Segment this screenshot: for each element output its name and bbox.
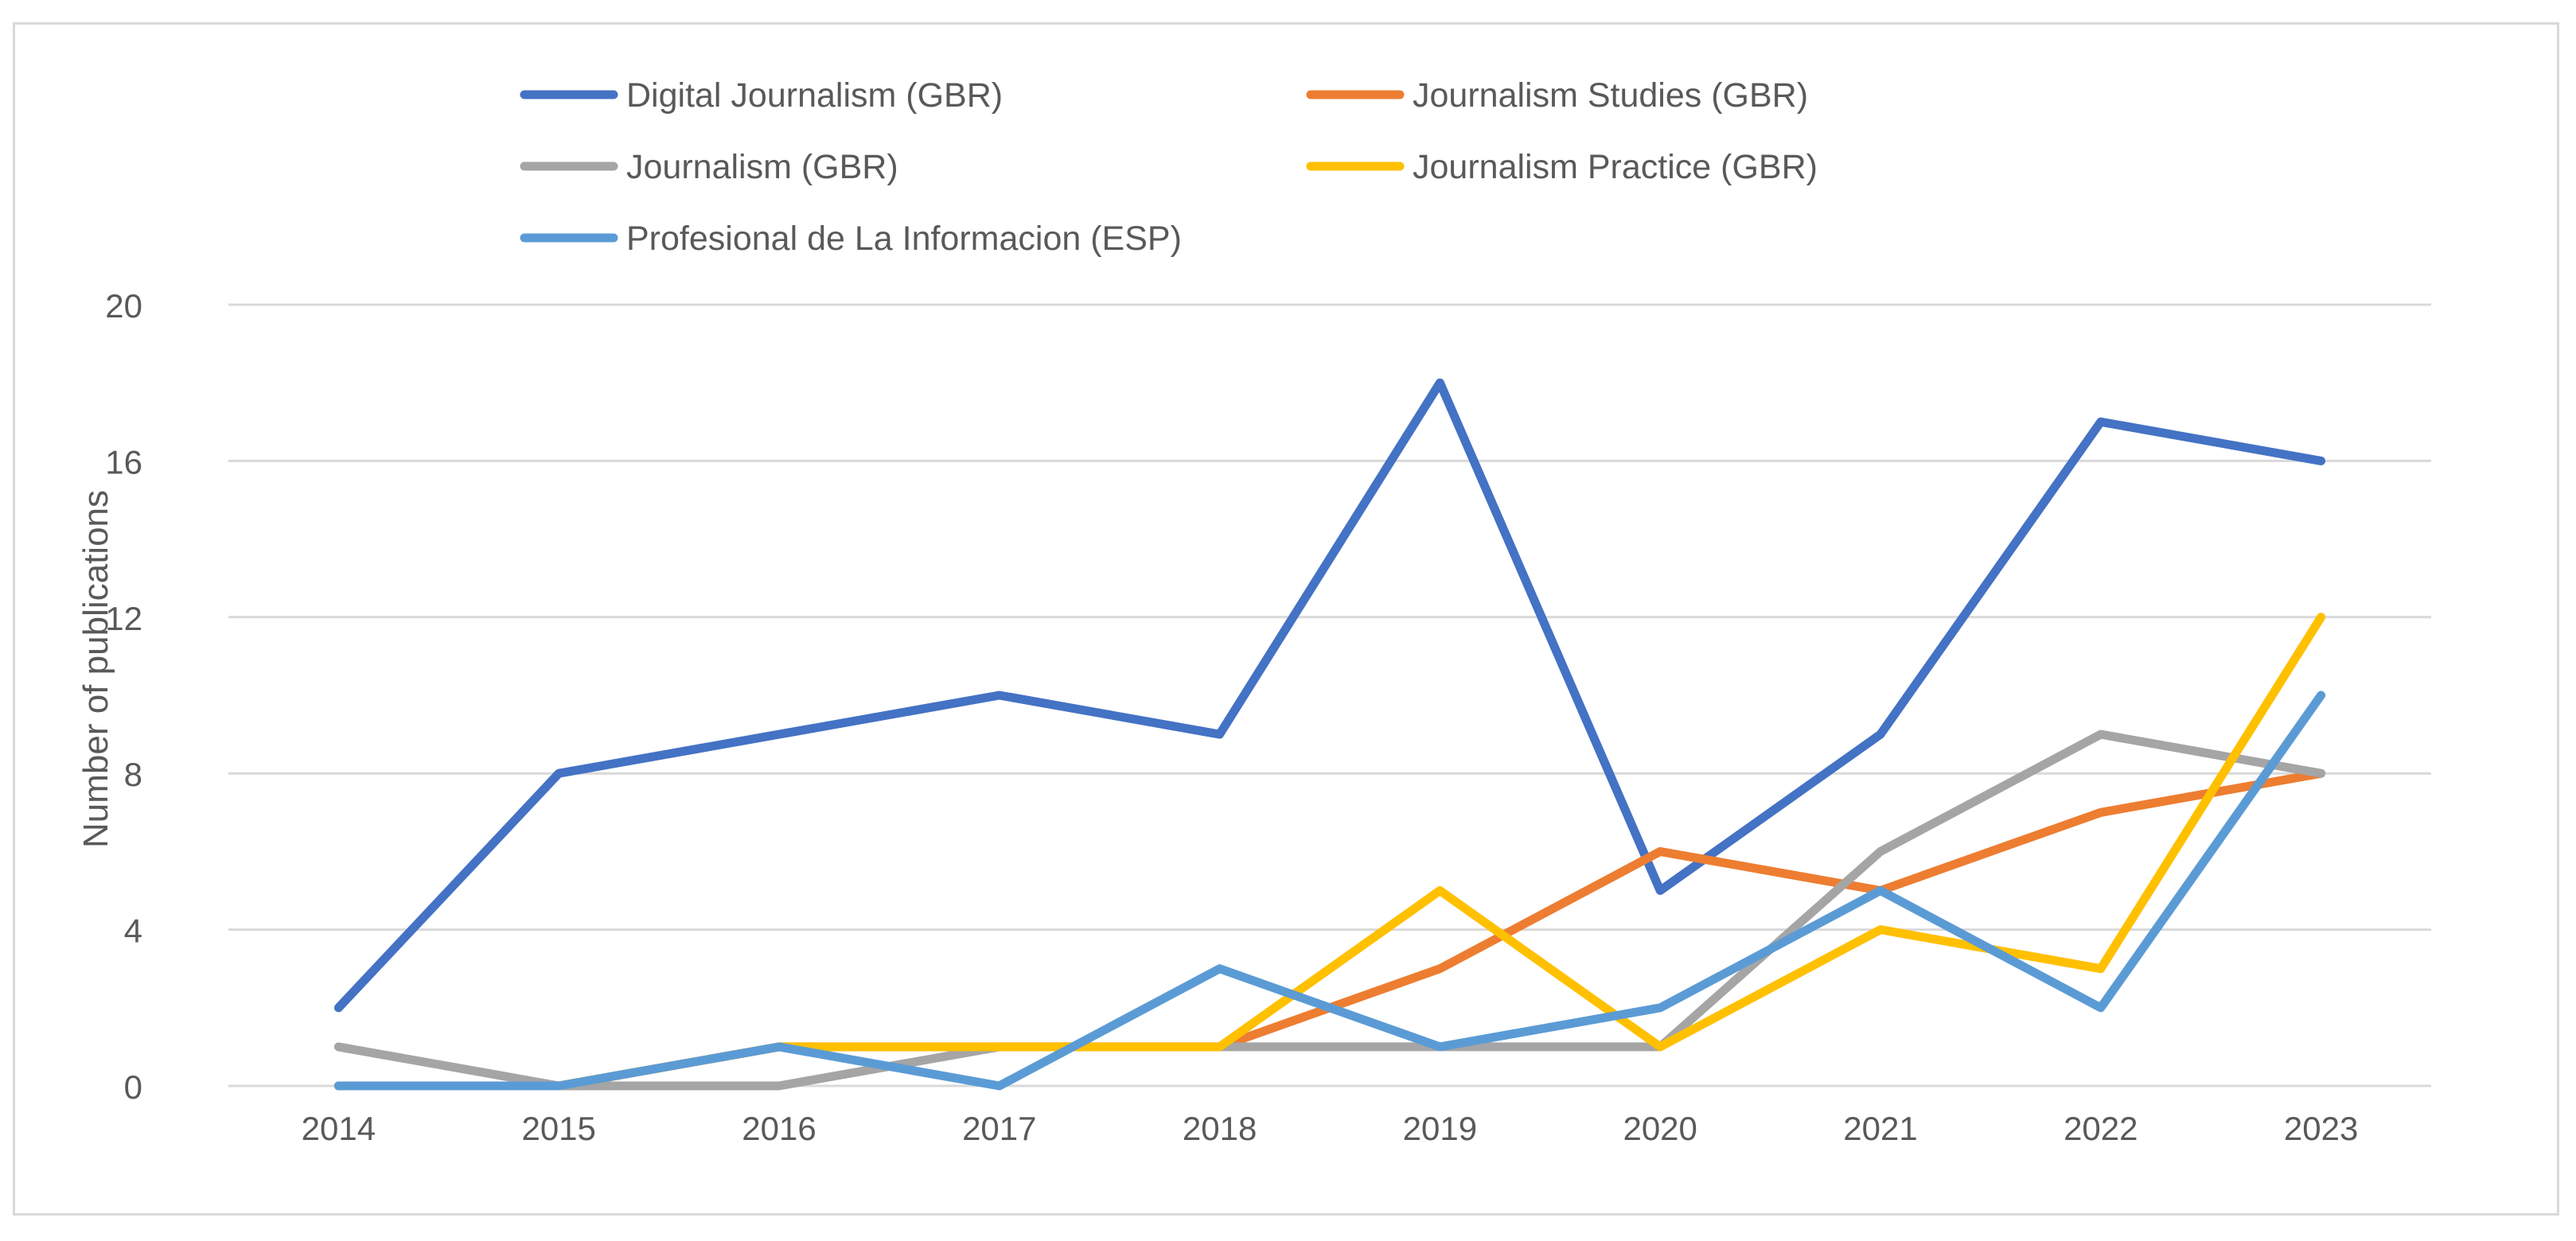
x-tick-label: 2021: [1843, 1110, 1917, 1147]
legend: Digital Journalism (GBR) Journalism Studi…: [520, 76, 1818, 258]
series-lines: [333, 378, 2326, 1091]
legend-item: Profesional de La Informacion (ESP): [520, 220, 1182, 258]
y-tick-label: 4: [124, 912, 142, 950]
x-tick-label: 2022: [2064, 1110, 2138, 1147]
y-tick-label: 0: [124, 1068, 142, 1106]
x-tick-label: 2014: [302, 1110, 376, 1147]
legend-item: Journalism Studies (GBR): [1306, 76, 1808, 115]
legend-label: Profesional de La Informacion (ESP): [626, 220, 1182, 258]
legend-label: Digital Journalism (GBR): [626, 76, 1003, 115]
legend-item: Journalism Practice (GBR): [1306, 148, 1818, 186]
y-tick-label: 12: [105, 600, 142, 637]
legend-label: Journalism (GBR): [626, 148, 898, 186]
legend-label: Journalism Practice (GBR): [1413, 148, 1818, 186]
axes: 0 4 8 12 16 20 2014 2015 2016 2017 2018 2019 2020 202…: [105, 287, 2431, 1147]
series-line-5: [333, 691, 2326, 1091]
legend-item: Journalism (GBR): [520, 148, 898, 186]
y-tick-label: 8: [124, 756, 142, 793]
line-chart: 0 4 8 12 16 20 2014 2015 2016 2017 2018 2019 2020 202…: [76, 76, 2431, 1147]
legend-item: Digital Journalism (GBR): [520, 76, 1003, 115]
x-tick-label: 2016: [742, 1110, 816, 1147]
x-tick-label: 2018: [1183, 1110, 1257, 1147]
legend-label: Journalism Studies (GBR): [1413, 76, 1808, 115]
y-tick-label: 16: [105, 443, 142, 480]
y-tick-label: 20: [105, 287, 142, 325]
x-tick-label: 2017: [962, 1110, 1036, 1147]
y-axis-label: Number of publications: [76, 490, 115, 848]
series-line-4: [333, 613, 2326, 1091]
series-line-1: [333, 378, 2326, 1013]
gridlines: [228, 303, 2431, 932]
x-tick-label: 2020: [1623, 1110, 1697, 1147]
chart-frame: 0 4 8 12 16 20 2014 2015 2016 2017 2018 2019 2020 202…: [13, 22, 2559, 1216]
x-tick-label: 2023: [2284, 1110, 2358, 1147]
series-line-3: [333, 729, 2326, 1091]
x-tick-label: 2019: [1403, 1110, 1477, 1147]
x-tick-label: 2015: [521, 1110, 595, 1147]
